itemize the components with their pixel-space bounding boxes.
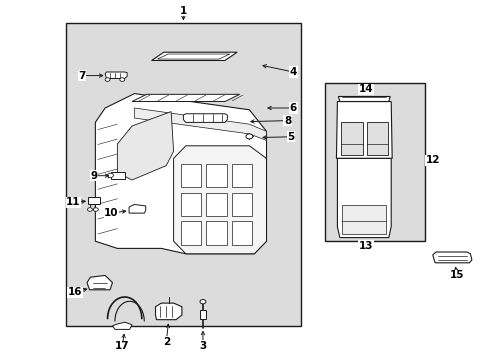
Polygon shape bbox=[134, 108, 266, 140]
Bar bbox=[366, 122, 387, 155]
Bar bbox=[231, 164, 252, 187]
Polygon shape bbox=[155, 303, 182, 320]
Bar bbox=[231, 193, 252, 216]
Text: 5: 5 bbox=[287, 132, 294, 142]
Circle shape bbox=[200, 300, 205, 304]
Circle shape bbox=[87, 208, 92, 211]
Circle shape bbox=[105, 78, 110, 81]
Polygon shape bbox=[337, 158, 390, 238]
Bar bbox=[66, 23, 300, 326]
Bar bbox=[181, 164, 201, 187]
Bar bbox=[325, 83, 425, 241]
Polygon shape bbox=[336, 102, 391, 158]
Text: 8: 8 bbox=[284, 116, 290, 126]
Circle shape bbox=[93, 208, 98, 211]
Text: 14: 14 bbox=[358, 84, 372, 94]
Bar bbox=[111, 172, 125, 179]
Circle shape bbox=[245, 134, 252, 139]
Polygon shape bbox=[117, 112, 173, 180]
Polygon shape bbox=[112, 322, 132, 329]
Bar bbox=[199, 310, 206, 319]
Text: 7: 7 bbox=[78, 71, 86, 81]
Text: 2: 2 bbox=[163, 337, 169, 347]
Polygon shape bbox=[105, 72, 127, 78]
Text: 13: 13 bbox=[358, 240, 372, 251]
Text: 4: 4 bbox=[289, 67, 297, 77]
Bar bbox=[88, 197, 100, 204]
Bar bbox=[181, 221, 201, 245]
Bar bbox=[231, 221, 252, 245]
Text: 12: 12 bbox=[425, 155, 439, 165]
Bar bbox=[341, 122, 362, 155]
Polygon shape bbox=[173, 146, 266, 254]
Circle shape bbox=[120, 78, 124, 81]
Polygon shape bbox=[151, 52, 237, 60]
Polygon shape bbox=[87, 275, 112, 290]
Polygon shape bbox=[183, 114, 227, 122]
Bar bbox=[206, 164, 226, 187]
Bar bbox=[342, 205, 386, 234]
Text: 3: 3 bbox=[199, 341, 206, 351]
Polygon shape bbox=[95, 94, 266, 254]
Text: 6: 6 bbox=[289, 103, 296, 113]
Text: 10: 10 bbox=[104, 208, 119, 218]
Text: 11: 11 bbox=[66, 197, 81, 207]
Polygon shape bbox=[338, 96, 389, 102]
Text: 1: 1 bbox=[180, 6, 186, 16]
Bar bbox=[206, 221, 226, 245]
Bar bbox=[181, 193, 201, 216]
Polygon shape bbox=[129, 204, 145, 213]
Polygon shape bbox=[132, 94, 239, 102]
Text: 17: 17 bbox=[115, 341, 129, 351]
Polygon shape bbox=[157, 54, 229, 59]
Text: 15: 15 bbox=[449, 270, 464, 280]
Polygon shape bbox=[432, 252, 471, 263]
Circle shape bbox=[107, 173, 113, 177]
Bar bbox=[206, 193, 226, 216]
Text: 9: 9 bbox=[90, 171, 97, 181]
Text: 16: 16 bbox=[67, 287, 82, 297]
